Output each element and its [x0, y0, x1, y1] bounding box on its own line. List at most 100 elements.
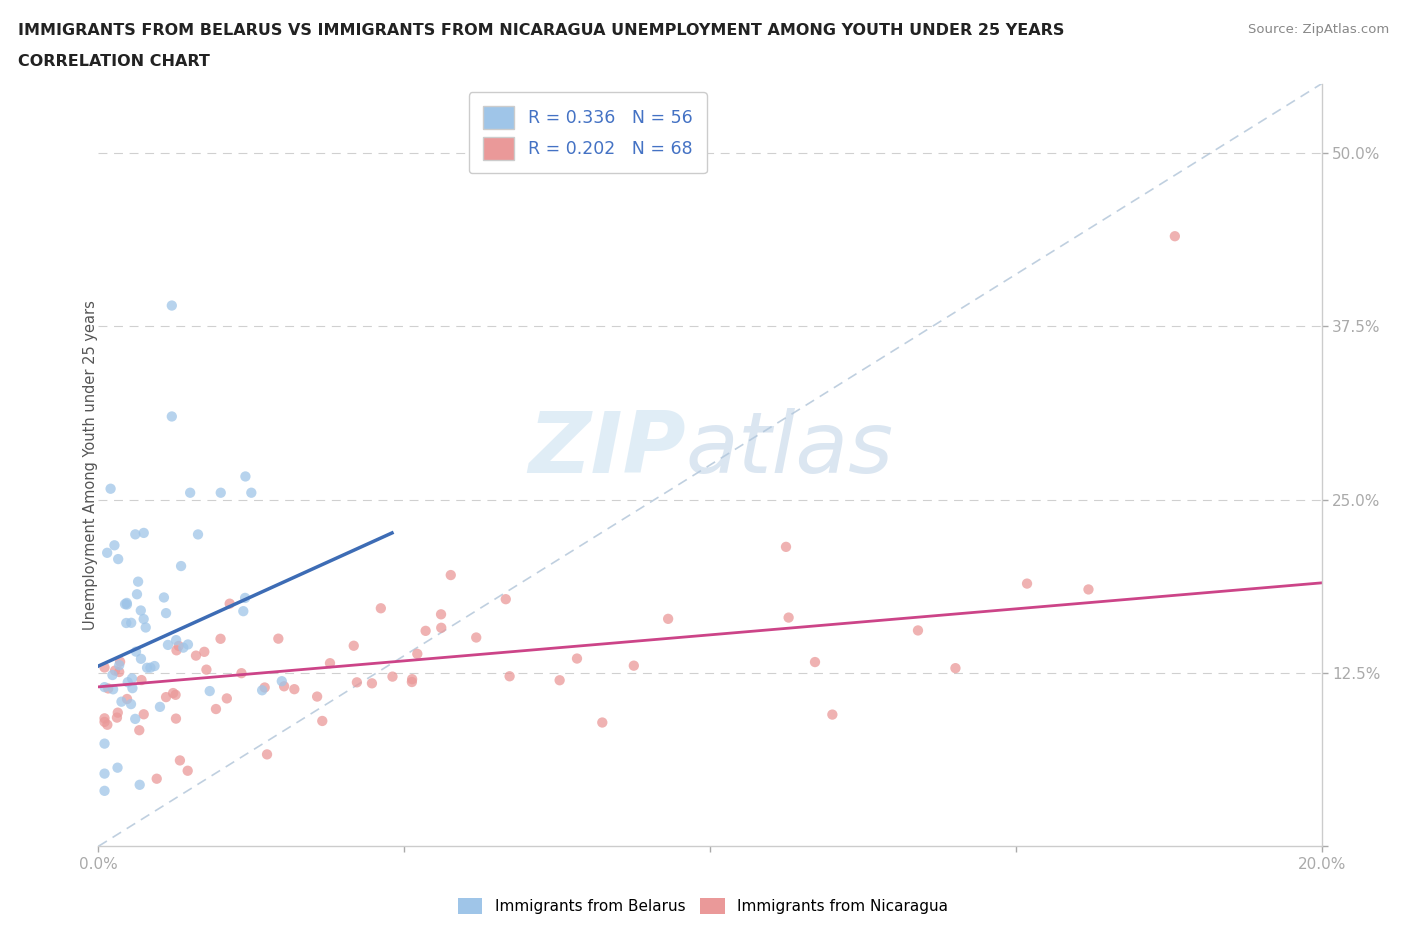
Point: [100, 482, 122, 497]
Point: [128, 777, 150, 792]
Point: [209, 631, 232, 646]
Point: [165, 632, 187, 647]
Point: [110, 695, 132, 710]
Point: [591, 715, 613, 730]
Point: [253, 680, 276, 695]
Point: [215, 691, 238, 706]
Point: [155, 605, 177, 620]
Point: [240, 485, 263, 500]
Point: [169, 753, 191, 768]
Point: [93, 660, 115, 675]
Point: [115, 692, 138, 707]
Point: [121, 671, 143, 686]
Point: [120, 697, 142, 711]
Point: [153, 590, 176, 604]
Point: [319, 656, 342, 671]
Point: [270, 673, 292, 688]
Point: [149, 699, 172, 714]
Point: [124, 527, 146, 542]
Y-axis label: Unemployment Among Youth under 25 years: Unemployment Among Youth under 25 years: [83, 300, 97, 630]
Point: [108, 658, 131, 672]
Point: [821, 707, 844, 722]
Point: [273, 679, 295, 694]
Point: [145, 771, 167, 786]
Point: [108, 655, 131, 670]
Point: [139, 660, 162, 675]
Point: [193, 644, 215, 659]
Point: [307, 689, 329, 704]
Point: [415, 623, 437, 638]
Point: [93, 737, 115, 751]
Point: [103, 538, 125, 552]
Point: [267, 631, 290, 646]
Point: [495, 591, 517, 606]
Point: [136, 660, 159, 675]
Point: [381, 670, 404, 684]
Point: [121, 681, 143, 696]
Point: [231, 666, 253, 681]
Point: [170, 559, 193, 574]
Point: [129, 651, 152, 666]
Point: [96, 717, 118, 732]
Point: [1164, 229, 1187, 244]
Point: [187, 527, 209, 542]
Point: [115, 595, 138, 610]
Point: [804, 655, 827, 670]
Point: [125, 587, 148, 602]
Point: [104, 663, 127, 678]
Point: [1077, 582, 1099, 597]
Point: [120, 616, 142, 631]
Point: [96, 545, 118, 560]
Point: [218, 596, 240, 611]
Point: [162, 685, 184, 700]
Point: [93, 714, 115, 729]
Point: [131, 672, 153, 687]
Point: [198, 684, 221, 698]
Text: CORRELATION CHART: CORRELATION CHART: [18, 54, 209, 69]
Point: [107, 551, 129, 566]
Point: [430, 607, 453, 622]
Point: [401, 674, 423, 689]
Point: [101, 682, 124, 697]
Point: [177, 637, 200, 652]
Point: [165, 711, 187, 726]
Point: [256, 747, 278, 762]
Point: [1015, 577, 1038, 591]
Point: [127, 574, 149, 589]
Point: [132, 525, 155, 540]
Point: [311, 713, 333, 728]
Point: [465, 630, 488, 644]
Point: [135, 620, 157, 635]
Point: [205, 701, 228, 716]
Point: [548, 672, 571, 687]
Point: [775, 539, 797, 554]
Point: [125, 644, 148, 659]
Point: [160, 299, 183, 313]
Point: [114, 597, 136, 612]
Point: [440, 567, 463, 582]
Point: [167, 639, 190, 654]
Text: IMMIGRANTS FROM BELARUS VS IMMIGRANTS FROM NICARAGUA UNEMPLOYMENT AMONG YOUTH UN: IMMIGRANTS FROM BELARUS VS IMMIGRANTS FR…: [18, 23, 1064, 38]
Point: [778, 610, 800, 625]
Point: [93, 711, 115, 725]
Legend: R = 0.336   N = 56, R = 0.202   N = 68: R = 0.336 N = 56, R = 0.202 N = 68: [468, 92, 707, 174]
Point: [108, 665, 131, 680]
Point: [565, 651, 588, 666]
Point: [346, 675, 368, 690]
Point: [132, 612, 155, 627]
Point: [115, 597, 138, 612]
Point: [124, 711, 146, 726]
Point: [101, 668, 124, 683]
Point: [406, 646, 429, 661]
Point: [623, 658, 645, 673]
Point: [209, 485, 232, 500]
Point: [430, 620, 453, 635]
Point: [907, 623, 929, 638]
Point: [401, 671, 423, 686]
Point: [176, 764, 198, 778]
Point: [155, 690, 177, 705]
Point: [93, 783, 115, 798]
Point: [945, 660, 967, 675]
Point: [132, 707, 155, 722]
Text: ZIP: ZIP: [527, 408, 686, 491]
